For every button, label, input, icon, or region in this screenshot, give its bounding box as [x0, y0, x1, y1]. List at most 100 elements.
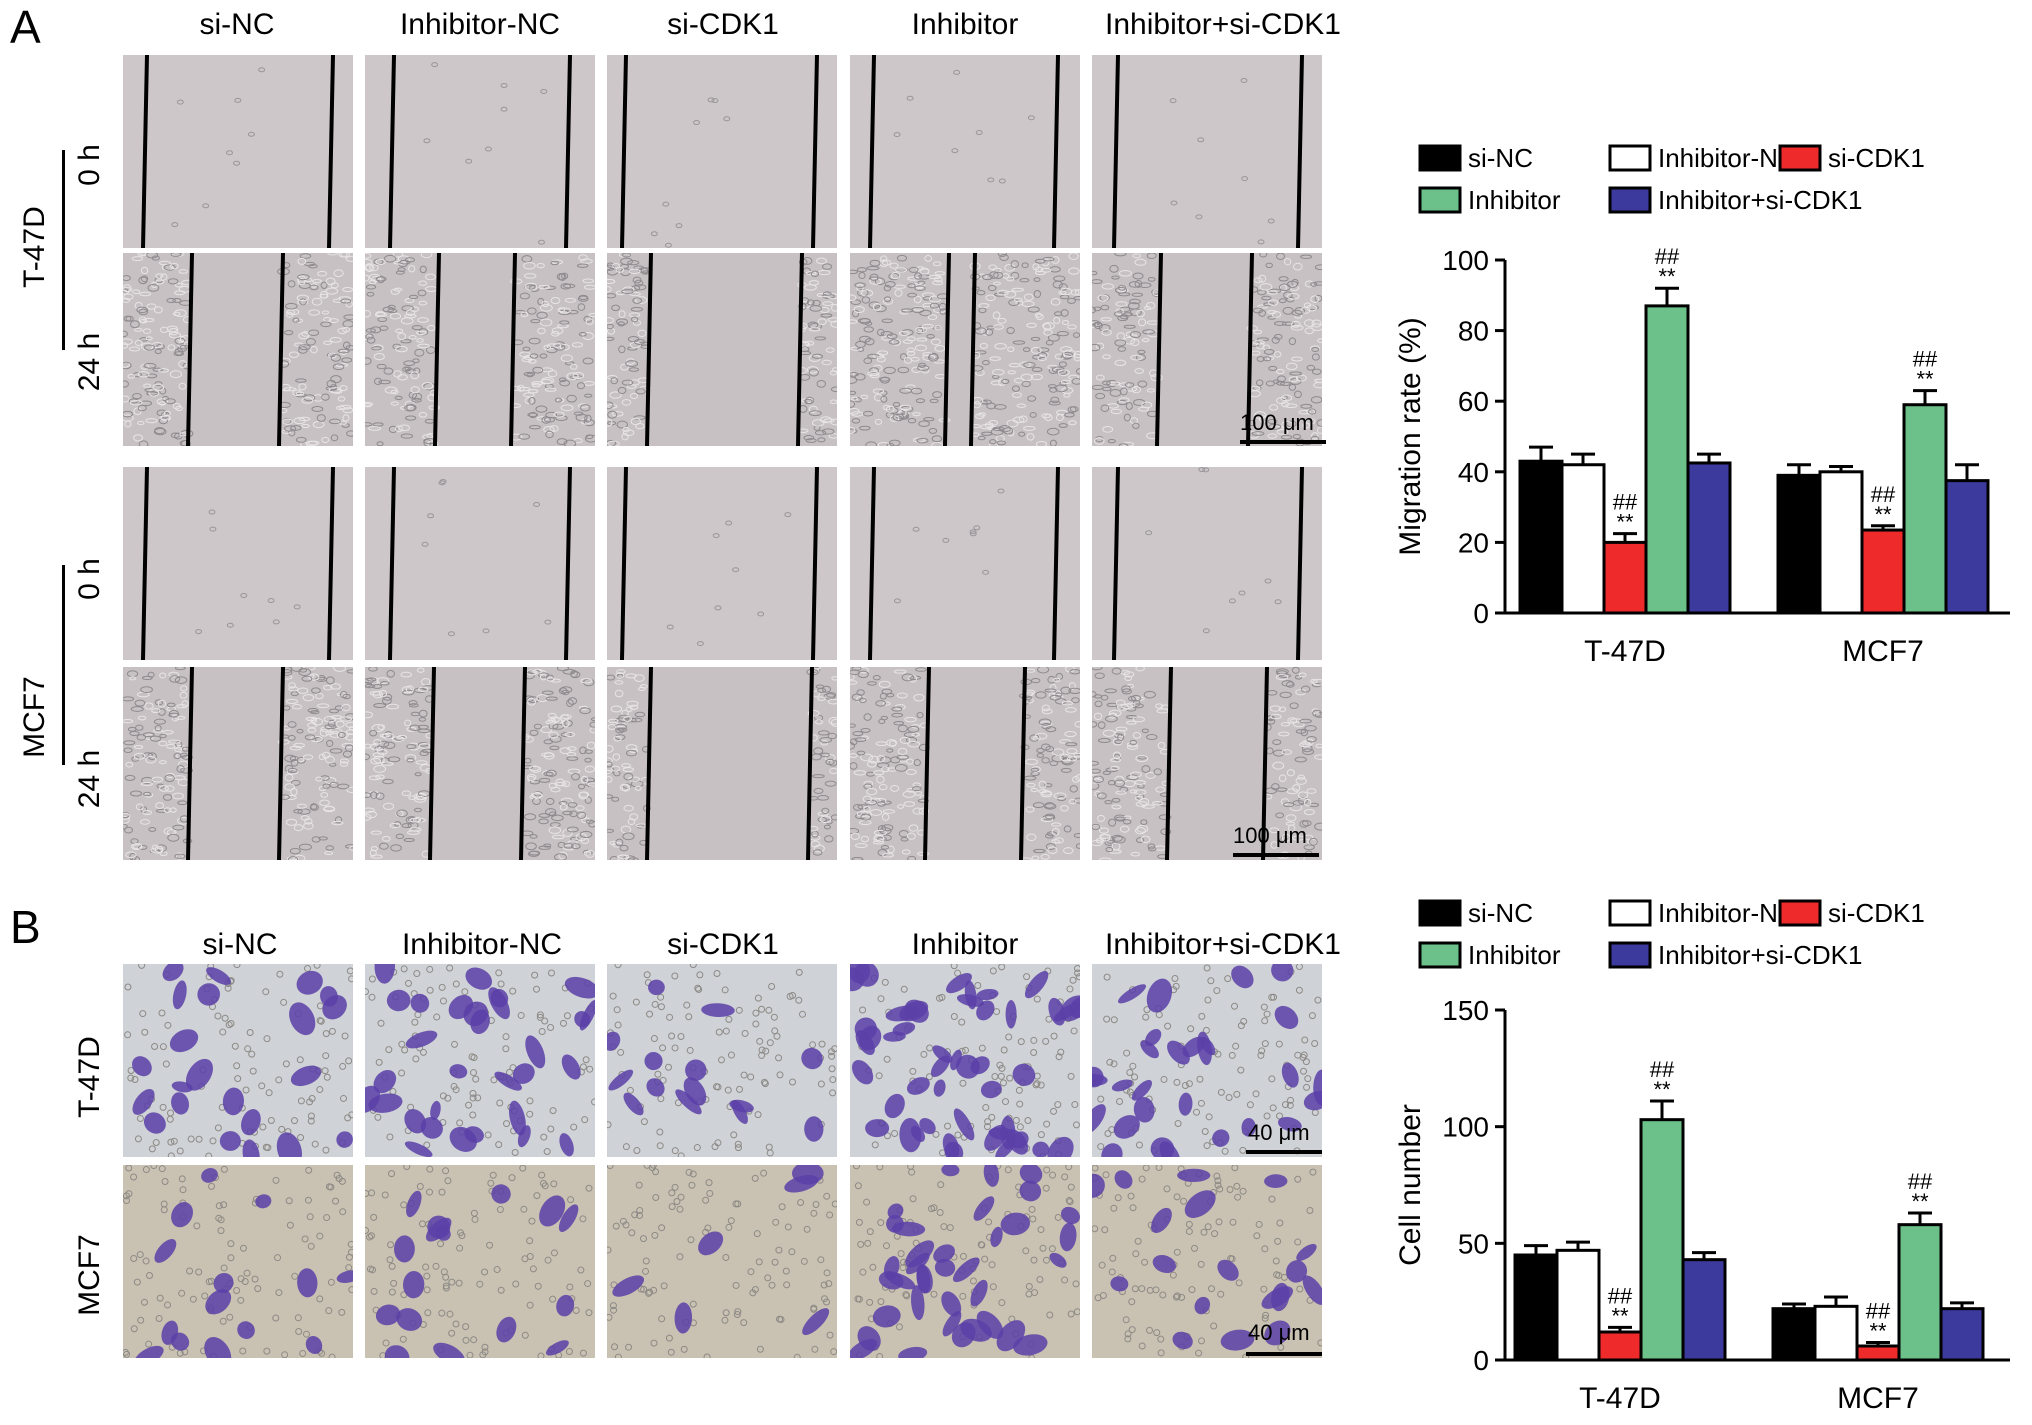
wound-image-mcf7-0h-si-cdk1: [607, 467, 837, 660]
panel-letter-b: B: [10, 901, 41, 953]
bar-t-47d-inhibitor-si-cdk1: [1681, 1258, 1727, 1362]
bar-t-47d-inhibitor-si-cdk1: [1686, 461, 1732, 615]
transwell-image-mcf7-inhibitor: [850, 1165, 1080, 1358]
y-tick-label: 40: [1458, 457, 1489, 488]
transwell-image-mcf7-si-nc: [123, 1165, 353, 1358]
wound-image-mcf7-24h-inhibitor: [850, 667, 1080, 860]
y-tick-label: 20: [1458, 527, 1489, 558]
significance-hash: ##: [1655, 244, 1680, 269]
row-label-a-t47d: T-47D: [18, 206, 51, 288]
y-tick-label: 0: [1473, 598, 1489, 629]
y-tick-label: 100: [1442, 1112, 1489, 1143]
bar-t-47d-inhibitor-nc: [1555, 1248, 1601, 1362]
bar-mcf7-inhibitor-si-cdk1: [1944, 479, 1990, 615]
legend-swatch-inhibitor-nc: [1608, 899, 1652, 927]
wound-image-t47d-0h-si-cdk1: [607, 55, 837, 248]
wound-image-t47d-24h-inhibitor-nc: [365, 253, 595, 446]
legend-label: Inhibitor: [1468, 940, 1561, 970]
wound-image-t47d-24h-si-nc: [123, 253, 353, 446]
col-head-a-inhibitor: Inhibitor: [911, 8, 1019, 41]
col-head-a-inhibitor-nc: Inhibitor-NC: [399, 8, 561, 41]
bar-t-47d-si-nc: [1518, 459, 1564, 615]
bar-mcf7-inhibitor: [1902, 403, 1948, 615]
legend-label: si-CDK1: [1828, 898, 1925, 928]
wound-image-mcf7-0h-inhibitor-nc: [365, 467, 595, 660]
col-head-a-inhibitor-si-cdk1: Inhibitor+si-CDK1: [1105, 8, 1341, 41]
col-head-b-si-cdk1: si-CDK1: [667, 928, 779, 961]
legend-swatch-inhibitor-si-cdk1: [1608, 941, 1652, 969]
row-label-a-t47d-0h: 0 h: [73, 144, 106, 186]
transwell-image-t47d-inhibitor: [850, 964, 1080, 1157]
legend-label: Inhibitor-NC: [1658, 143, 1797, 173]
bar-t-47d-inhibitor-nc: [1560, 463, 1606, 615]
bar-mcf7-si-nc: [1776, 473, 1822, 615]
legend-label: si-NC: [1468, 898, 1533, 928]
wound-image-mcf7-24h-inhibitor-si-cdk1: [1092, 667, 1322, 860]
bar-mcf7-si-cdk1: [1855, 1344, 1901, 1362]
bar-mcf7-si-cdk1: [1860, 528, 1906, 615]
legend-label: Inhibitor+si-CDK1: [1658, 185, 1862, 215]
col-head-a-si-cdk1: si-CDK1: [667, 8, 779, 41]
legend-label: si-NC: [1468, 143, 1533, 173]
legend-swatch-si-nc: [1418, 144, 1462, 172]
y-axis-label: Cell number: [1394, 1104, 1427, 1266]
y-tick-label: 100: [1442, 245, 1489, 276]
cell-number-chart: si-NC Inhibitor-NC si-CDK1 Inhibitor Inhibit…: [1394, 898, 2010, 1415]
scale-bar-label-a-t47d: 100 μm: [1240, 410, 1314, 435]
bar-mcf7-inhibitor-nc: [1813, 1304, 1859, 1362]
scale-bar-a-mcf7: [1233, 853, 1319, 857]
legend-swatch-si-cdk1: [1778, 899, 1822, 927]
legend-label: Inhibitor+si-CDK1: [1658, 940, 1862, 970]
y-axis-label: Migration rate (%): [1394, 317, 1427, 555]
wound-image-t47d-0h-inhibitor-si-cdk1: [1092, 55, 1322, 248]
significance-star: **: [1658, 264, 1676, 289]
transwell-image-mcf7-inhibitor-nc: [365, 1165, 595, 1358]
wound-image-t47d-0h-inhibitor: [850, 55, 1080, 248]
transwell-image-mcf7-inhibitor-si-cdk1: [1092, 1165, 1322, 1358]
wound-image-mcf7-0h-si-nc: [123, 467, 353, 660]
scale-bar-a-t47d: [1240, 440, 1326, 444]
wound-image-mcf7-24h-si-cdk1: [607, 667, 837, 860]
significance-star: **: [1869, 1319, 1887, 1344]
y-tick-label: 50: [1458, 1228, 1489, 1259]
legend-label: Inhibitor-NC: [1658, 898, 1797, 928]
scale-bar-b-mcf7: [1246, 1352, 1322, 1356]
y-tick-label: 60: [1458, 386, 1489, 417]
significance-hash: ##: [1608, 1283, 1633, 1308]
significance-star: **: [1653, 1077, 1671, 1102]
bar-t-47d-si-nc: [1513, 1253, 1559, 1362]
row-label-b-mcf7: MCF7: [73, 1234, 106, 1316]
significance-hash: ##: [1913, 347, 1938, 372]
wound-image-t47d-24h-inhibitor-si-cdk1: [1092, 253, 1322, 446]
bar-t-47d-inhibitor: [1644, 304, 1690, 615]
bar-t-47d-si-cdk1: [1602, 540, 1648, 615]
row-bracket-mcf7: [62, 565, 65, 765]
y-tick-label: 0: [1473, 1345, 1489, 1376]
col-head-b-inhibitor-nc: Inhibitor-NC: [401, 928, 563, 961]
col-head-b-inhibitor: Inhibitor: [911, 928, 1019, 961]
transwell-image-t47d-si-nc: [123, 964, 353, 1157]
row-label-a-t47d-24h: 24 h: [73, 332, 106, 392]
significance-hash: ##: [1908, 1169, 1933, 1194]
wound-image-mcf7-0h-inhibitor: [850, 467, 1080, 660]
migration-rate-chart: si-NC Inhibitor-NC si-CDK1 Inhibitor Inhibit…: [1394, 143, 2010, 668]
scale-bar-label-a-mcf7: 100 μm: [1233, 823, 1307, 848]
panel-letter-a: A: [10, 1, 41, 53]
legend-swatch-inhibitor: [1418, 941, 1462, 969]
scale-bar-label-b-mcf7: 40 μm: [1248, 1320, 1310, 1345]
significance-star: **: [1916, 367, 1934, 392]
legend-swatch-inhibitor-nc: [1608, 144, 1652, 172]
wound-image-mcf7-24h-si-nc: [123, 667, 353, 860]
wound-image-t47d-0h-inhibitor-nc: [365, 55, 595, 248]
significance-hash: ##: [1650, 1057, 1675, 1082]
bar-mcf7-inhibitor-nc: [1818, 470, 1864, 615]
significance-hash: ##: [1866, 1299, 1891, 1324]
col-head-b-inhibitor-si-cdk1: Inhibitor+si-CDK1: [1105, 928, 1341, 961]
significance-hash: ##: [1613, 490, 1638, 515]
x-category-label: T-47D: [1584, 635, 1666, 668]
legend-swatch-inhibitor-si-cdk1: [1608, 186, 1652, 214]
bar-t-47d-si-cdk1: [1597, 1330, 1643, 1362]
wound-image-mcf7-0h-inhibitor-si-cdk1: [1092, 467, 1322, 660]
x-category-label: MCF7: [1837, 1382, 1919, 1415]
legend-swatch-si-nc: [1418, 899, 1462, 927]
